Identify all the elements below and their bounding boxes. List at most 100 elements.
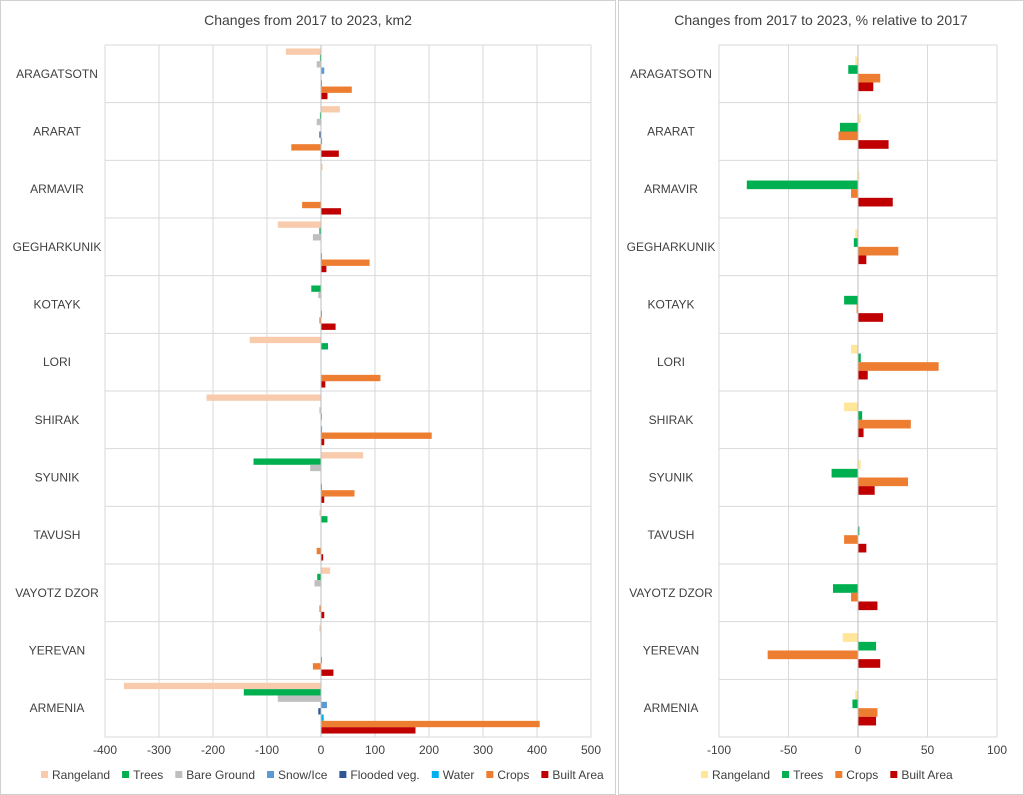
bar-tavush-crops [844,535,858,544]
legend-swatch-built-area [890,771,898,778]
bar-aragatsotn-trees [848,65,858,74]
bar-aragatsotn-bare-ground [316,61,321,68]
legend-swatch-water [431,771,439,778]
legend-label-water: Water [443,768,475,782]
bar-gegharkunik-trees [319,227,321,235]
category-label-tavush: TAVUSH [648,528,695,542]
category-label-vayotz-dzor: VAYOTZ DZOR [629,586,713,600]
category-label-gegharkunik: GEGHARKUNIK [627,240,716,254]
bar-ararat-trees [839,122,858,132]
legend-label-crops: Crops [497,768,529,782]
bar-armavir-trees [746,180,858,190]
chart-title: Changes from 2017 to 2023, km2 [204,12,412,28]
bar-armenia-crops [858,708,878,717]
bar-shirak-crops [858,419,911,429]
bar-lori-crops [858,362,939,371]
bar-gegharkunik-built-area [321,265,327,273]
bar-tavush-trees [858,526,860,536]
legend-swatch-crops [486,771,494,778]
category-label-syunik: SYUNIK [35,471,80,485]
bar-aragatsotn-trees [319,54,321,62]
x-tick-label: 500 [581,743,601,757]
bar-shirak-trees [858,411,863,420]
bar-shirak-crops [321,432,432,439]
chart-km2: Changes from 2017 to 2023, km2 -400 -300 -2… [13,12,604,782]
legend-swatch-flooded-veg [339,771,347,778]
chart-percent: Changes from 2017 to 2023, % relative to… [627,12,1008,782]
bar-tavush-crops [316,547,321,555]
bar-ararat-built-area [858,140,889,149]
bar-ararat-trees [319,112,321,119]
legend-swatch-trees [782,771,790,778]
legend-label-rangeland: Rangeland [712,768,770,782]
category-label-yerevan: YEREVAN [29,644,85,658]
bar-lori-trees [858,353,861,363]
category-label-tavush: TAVUSH [34,528,81,542]
category-label-armavir: ARMAVIR [644,182,698,196]
bar-gegharkunik-built-area [858,255,867,265]
bar-tavush-trees [321,516,328,523]
bar-armavir-built-area [858,197,893,207]
bar-armavir-rangeland [858,171,860,181]
bar-syunik-bare-ground [310,464,321,472]
bar-armavir-rangeland [321,163,323,171]
bar-vayotz-dzor-trees [317,573,321,581]
x-tick-label: -50 [780,743,798,757]
x-tick-label: -300 [147,743,171,757]
x-tick-label: 100 [365,743,385,757]
legend-swatch-trees [122,771,130,778]
bar-armavir-crops [851,189,858,198]
legend-label-flooded-veg: Flooded veg. [350,768,419,782]
bar-aragatsotn-built-area [321,92,328,100]
bar-kotayk-built-area [858,313,884,322]
bar-shirak-bare-ground [319,407,321,414]
bar-armenia-rangeland [855,690,858,700]
bar-yerevan-trees [858,641,877,651]
category-label-armenia: ARMENIA [644,701,699,715]
legend-swatch-snow-ice [267,771,275,778]
bar-yerevan-built-area [321,669,334,676]
category-label-shirak: SHIRAK [35,413,80,427]
bar-ararat-crops [291,144,321,151]
bar-ararat-crops [838,131,858,141]
bar-armenia-water [321,714,324,721]
bar-syunik-built-area [321,496,325,503]
category-label-shirak: SHIRAK [649,413,694,427]
bar-ararat-built-area [321,150,339,157]
bar-kotayk-crops [856,304,858,314]
bar-gegharkunik-crops [321,259,370,266]
bar-tavush-rangeland [319,509,321,517]
category-label-lori: LORI [657,355,685,369]
bar-armenia-built-area [858,716,877,726]
x-tick-label: -100 [707,743,731,757]
category-label-ararat: ARARAT [647,125,695,139]
bar-gegharkunik-trees [853,238,858,247]
legend-swatch-rangeland [701,771,708,778]
bar-gegharkunik-bare-ground [312,234,321,241]
bar-armenia-snow-ice [321,701,327,709]
bar-ararat-flooded-veg [319,131,321,138]
bar-vayotz-dzor-crops [851,592,858,602]
bar-tavush-built-area [321,554,324,561]
legend-swatch-built-area [541,771,549,778]
x-tick-label: 0 [855,743,862,757]
bar-lori-rangeland [249,336,321,344]
bar-lori-rangeland [851,344,858,354]
legend-label-built-area: Built Area [901,768,953,782]
chart-panel-km2: Changes from 2017 to 2023, km2 -400 -300 -2… [0,0,616,795]
category-label-aragatsotn: ARAGATSOTN [16,67,98,81]
bar-yerevan-rangeland [842,633,858,642]
bar-kotayk-trees [311,285,321,292]
bar-armenia-built-area [321,727,416,734]
legend-label-rangeland: Rangeland [52,768,110,782]
category-label-syunik: SYUNIK [649,471,694,485]
bar-kotayk-crops [319,317,321,324]
category-label-ararat: ARARAT [33,125,81,139]
bar-vayotz-dzor-trees [832,584,858,593]
bar-kotayk-bare-ground [318,291,321,299]
bar-yerevan-crops [767,650,858,660]
bar-gegharkunik-rangeland [277,221,321,228]
bar-aragatsotn-built-area [858,82,874,92]
category-label-yerevan: YEREVAN [643,644,699,658]
bar-syunik-trees [253,458,321,465]
